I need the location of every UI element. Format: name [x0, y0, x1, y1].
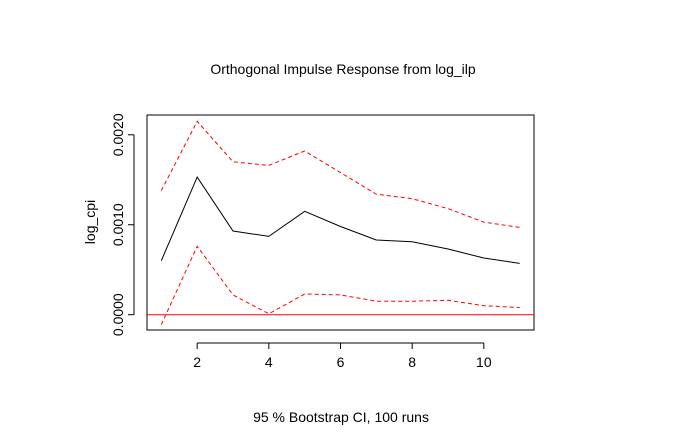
- x-tick-label: 2: [193, 354, 201, 370]
- y-tick-label: 0.0020: [110, 113, 126, 156]
- x-tick-label: 8: [408, 354, 416, 370]
- x-tick-label: 4: [265, 354, 273, 370]
- series-line-upper: [160, 120, 520, 228]
- x-axis-label: 95 % Bootstrap CI, 100 runs: [253, 409, 429, 425]
- series-line-lower: [160, 245, 520, 325]
- y-tick-label: 0.0010: [110, 203, 126, 246]
- series-line-response: [160, 176, 520, 264]
- chart-title: Orthogonal Impulse Response from log_ilp: [210, 61, 476, 77]
- y-axis-label: log_cpi: [82, 200, 98, 244]
- x-tick-label: 10: [476, 354, 492, 370]
- plot-layer: [147, 120, 534, 325]
- plot-area-frame: [146, 114, 535, 331]
- y-axis: 0.0000 0.0010 0.0020: [110, 113, 135, 336]
- y-tick-label: 0.0000: [110, 293, 126, 336]
- x-axis: 2 4 6 8 10: [193, 342, 492, 370]
- x-tick-label: 6: [337, 354, 345, 370]
